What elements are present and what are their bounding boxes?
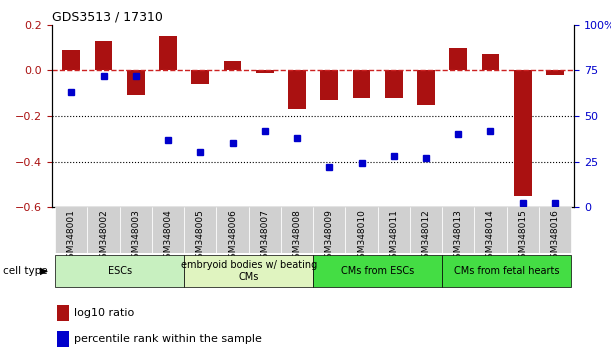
Bar bbox=[481, 55, 499, 70]
Text: GSM348010: GSM348010 bbox=[357, 210, 366, 264]
FancyBboxPatch shape bbox=[184, 255, 313, 287]
FancyBboxPatch shape bbox=[507, 207, 539, 253]
FancyBboxPatch shape bbox=[55, 255, 184, 287]
Bar bbox=[57, 331, 68, 347]
Bar bbox=[353, 70, 370, 98]
Text: GSM348005: GSM348005 bbox=[196, 210, 205, 264]
Text: GSM348016: GSM348016 bbox=[551, 210, 560, 264]
FancyBboxPatch shape bbox=[87, 207, 120, 253]
Text: percentile rank within the sample: percentile rank within the sample bbox=[74, 334, 262, 344]
Bar bbox=[62, 50, 80, 70]
Bar bbox=[159, 36, 177, 70]
FancyBboxPatch shape bbox=[345, 207, 378, 253]
Text: GSM348007: GSM348007 bbox=[260, 210, 269, 264]
FancyBboxPatch shape bbox=[442, 255, 571, 287]
Bar bbox=[95, 41, 112, 70]
Text: GSM348008: GSM348008 bbox=[293, 210, 301, 264]
Text: GSM348015: GSM348015 bbox=[518, 210, 527, 264]
Bar bbox=[514, 70, 532, 196]
Bar bbox=[417, 70, 435, 104]
FancyBboxPatch shape bbox=[152, 207, 184, 253]
FancyBboxPatch shape bbox=[474, 207, 507, 253]
FancyBboxPatch shape bbox=[120, 207, 152, 253]
Text: CMs from ESCs: CMs from ESCs bbox=[341, 266, 414, 276]
Text: GSM348004: GSM348004 bbox=[164, 210, 172, 264]
Bar bbox=[449, 47, 467, 70]
Bar bbox=[127, 70, 145, 96]
Bar bbox=[256, 70, 274, 73]
Bar bbox=[288, 70, 306, 109]
Bar bbox=[385, 70, 403, 98]
Text: ▶: ▶ bbox=[40, 266, 48, 276]
Text: GSM348011: GSM348011 bbox=[389, 210, 398, 264]
Text: GSM348012: GSM348012 bbox=[422, 210, 431, 264]
Text: GSM348006: GSM348006 bbox=[228, 210, 237, 264]
Text: GSM348013: GSM348013 bbox=[454, 210, 463, 264]
Text: cell type: cell type bbox=[3, 266, 48, 276]
Bar bbox=[320, 70, 338, 100]
FancyBboxPatch shape bbox=[442, 207, 474, 253]
Text: embryoid bodies w/ beating
CMs: embryoid bodies w/ beating CMs bbox=[180, 260, 316, 282]
Bar bbox=[224, 61, 241, 70]
FancyBboxPatch shape bbox=[249, 207, 281, 253]
Text: GSM348001: GSM348001 bbox=[67, 210, 76, 264]
FancyBboxPatch shape bbox=[410, 207, 442, 253]
FancyBboxPatch shape bbox=[55, 207, 87, 253]
Text: GSM348002: GSM348002 bbox=[99, 210, 108, 264]
Text: GSM348014: GSM348014 bbox=[486, 210, 495, 264]
Text: GDS3513 / 17310: GDS3513 / 17310 bbox=[52, 11, 163, 24]
FancyBboxPatch shape bbox=[281, 207, 313, 253]
Text: GSM348009: GSM348009 bbox=[325, 210, 334, 264]
FancyBboxPatch shape bbox=[216, 207, 249, 253]
Text: ESCs: ESCs bbox=[108, 266, 132, 276]
Bar bbox=[546, 70, 564, 75]
FancyBboxPatch shape bbox=[378, 207, 410, 253]
FancyBboxPatch shape bbox=[313, 207, 345, 253]
FancyBboxPatch shape bbox=[313, 255, 442, 287]
Text: CMs from fetal hearts: CMs from fetal hearts bbox=[454, 266, 560, 276]
Bar bbox=[57, 305, 68, 321]
Text: log10 ratio: log10 ratio bbox=[74, 308, 134, 318]
FancyBboxPatch shape bbox=[184, 207, 216, 253]
FancyBboxPatch shape bbox=[539, 207, 571, 253]
Text: GSM348003: GSM348003 bbox=[131, 210, 141, 264]
Bar bbox=[191, 70, 209, 84]
